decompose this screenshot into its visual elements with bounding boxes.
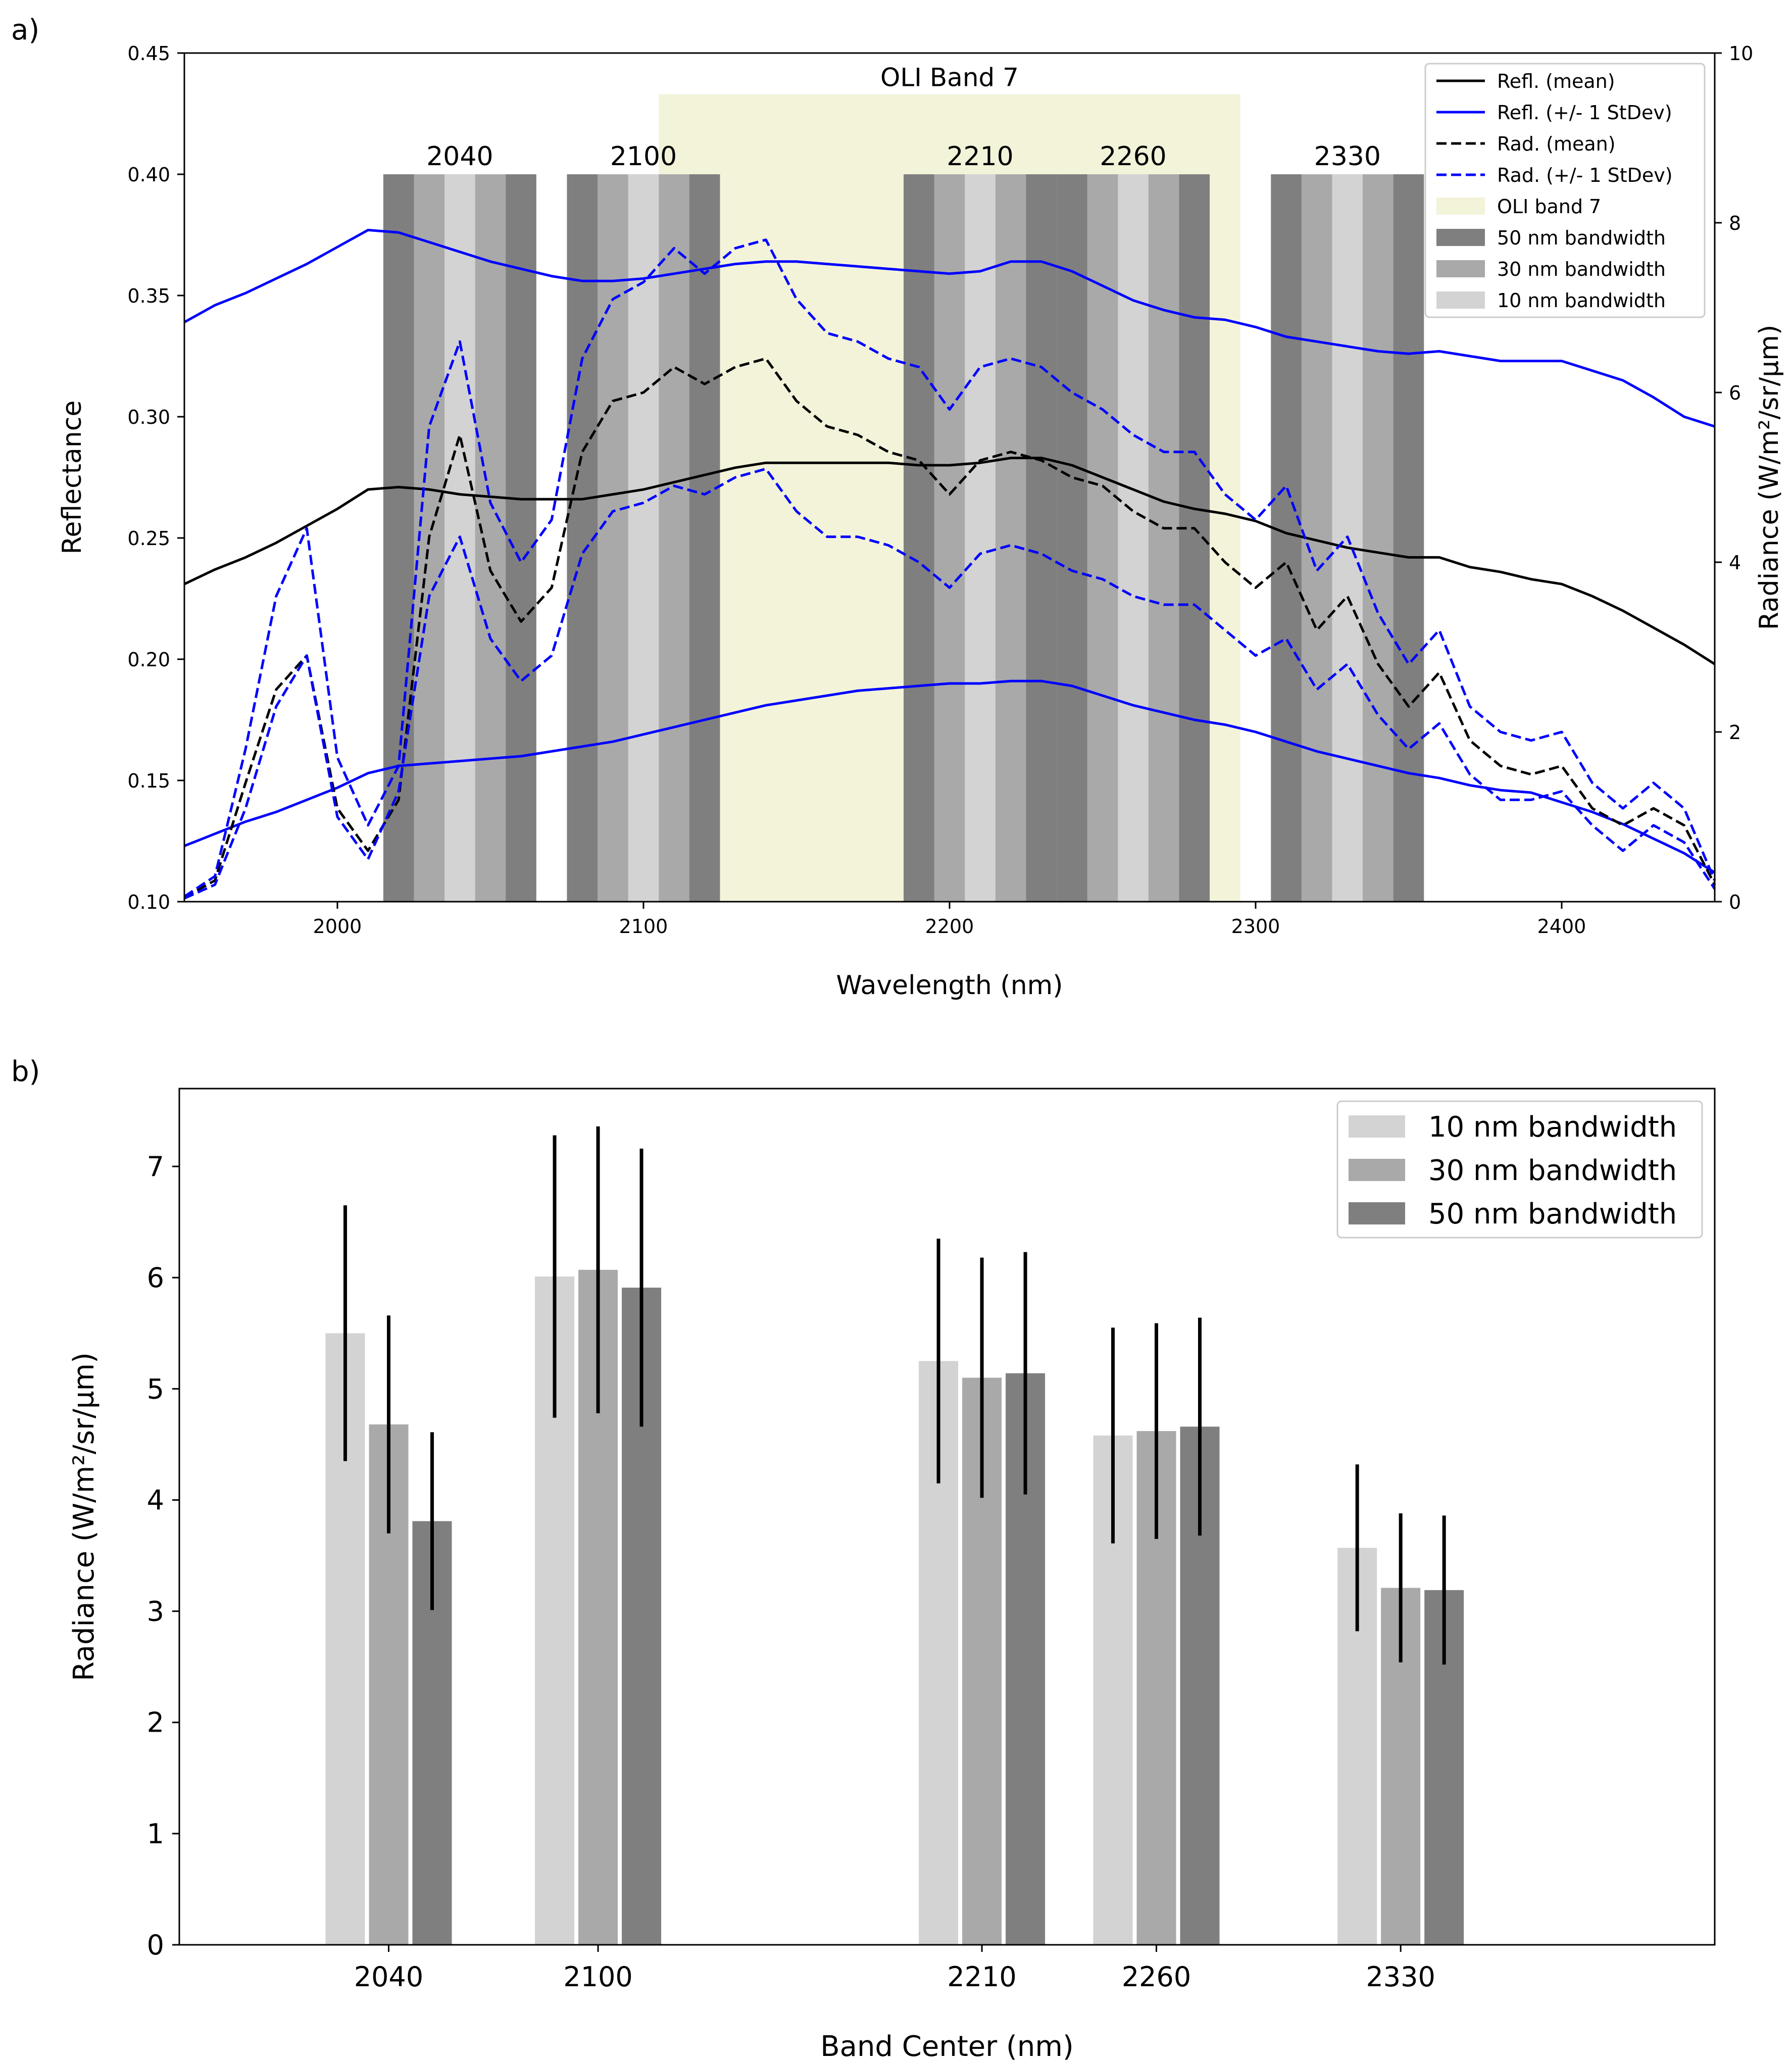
legend-entry-label: Refl. (+/- 1 StDev) [1497, 102, 1672, 124]
y-axis-label: Radiance (W/m²/sr/µm) [68, 1352, 101, 1681]
y-right-tick-label: 4 [1729, 552, 1741, 574]
panel-label-b: b) [11, 1055, 40, 1088]
y-right-tick-label: 0 [1729, 891, 1741, 913]
legend-entry-label: 10 nm bandwidth [1497, 289, 1666, 312]
y-left-tick-label: 0.15 [127, 770, 170, 792]
x-tick-label: 2330 [1366, 1961, 1435, 1993]
y-left-tick-label: 0.45 [127, 42, 170, 65]
legend-patch-swatch [1436, 260, 1485, 277]
band-center-label: 2100 [610, 141, 677, 172]
panel-label-a: a) [11, 14, 39, 46]
band-center-label: 2040 [426, 141, 493, 172]
y-tick-label: 3 [147, 1596, 164, 1628]
y-left-tick-label: 0.35 [127, 285, 170, 307]
legend-entry-label: 30 nm bandwidth [1497, 258, 1666, 280]
series-line-3 [183, 357, 1716, 899]
legend-patch-swatch [1436, 198, 1485, 215]
y-left-tick-label: 0.20 [127, 649, 170, 671]
y-right-tick-label: 8 [1729, 212, 1741, 234]
y-left-tick-label: 0.25 [127, 527, 170, 550]
legend-entry-label: 50 nm bandwidth [1428, 1198, 1677, 1231]
chart-b: 2040 2100 2210 2260 2330 0 1 2 3 4 5 6 7 Band Center … [68, 1088, 1716, 2062]
legend-patch-swatch [1349, 1202, 1405, 1224]
band-2210-10nm [965, 174, 995, 902]
y-right-axis-label: Radiance (W/m²/sr/µm) [1754, 325, 1784, 630]
y-left-tick-label: 0.30 [127, 406, 170, 428]
y-left-tick-label: 0.10 [127, 891, 170, 913]
series-line-0 [183, 457, 1716, 665]
y-tick-label: 7 [147, 1151, 164, 1183]
x-tick-label: 2260 [1122, 1961, 1191, 1993]
band-center-label: 2260 [1100, 141, 1166, 172]
y-tick-label: 2 [147, 1707, 164, 1739]
series-line-2 [184, 679, 1716, 874]
legend-patch-swatch [1349, 1115, 1405, 1138]
legend-patch-swatch [1436, 291, 1485, 309]
x-axis-label: Band Center (nm) [820, 2030, 1074, 2062]
legend-entry-label: 10 nm bandwidth [1428, 1111, 1677, 1144]
oli-band-label: OLI Band 7 [880, 63, 1019, 92]
y-tick-label: 4 [147, 1484, 164, 1516]
legend-entry-label: Rad. (+/- 1 StDev) [1497, 164, 1673, 186]
y-right-tick-label: 6 [1729, 382, 1741, 404]
legend-patch-swatch [1349, 1159, 1405, 1181]
legend-box [1424, 63, 1706, 318]
y-left-tick-label: 0.40 [127, 164, 170, 186]
x-tick-label: 2040 [354, 1961, 423, 1993]
series-line-1 [183, 228, 1715, 428]
y-tick-label: 0 [147, 1929, 164, 1961]
x-tick-label: 2200 [925, 915, 974, 938]
x-tick-label: 2100 [563, 1961, 632, 1993]
x-axis-label: Wavelength (nm) [836, 970, 1063, 1001]
x-tick-label: 2300 [1231, 915, 1280, 938]
y-right-tick-label: 10 [1729, 42, 1753, 65]
band-center-label: 2210 [947, 141, 1013, 172]
x-tick-label: 2400 [1537, 915, 1586, 938]
legend-entry-label: OLI band 7 [1497, 195, 1601, 218]
band-2260-10nm [1118, 174, 1149, 902]
x-tick-label: 2100 [619, 915, 668, 938]
y-tick-label: 6 [147, 1262, 164, 1294]
band-center-label: 2330 [1314, 141, 1381, 172]
y-tick-label: 1 [147, 1818, 164, 1850]
y-tick-label: 5 [147, 1373, 164, 1405]
band-2100-10nm [628, 174, 659, 902]
legend-patch-swatch [1436, 229, 1485, 246]
legend-entry-label: 50 nm bandwidth [1497, 227, 1666, 249]
plot-frame [178, 1088, 1716, 1946]
y-left-axis-label: Reflectance [57, 401, 87, 555]
x-tick-label: 2210 [947, 1961, 1016, 1993]
legend-box [1336, 1100, 1703, 1239]
legend-entry-label: Refl. (mean) [1497, 70, 1615, 92]
x-tick-label: 2000 [313, 915, 362, 938]
series-line-4 [183, 238, 1716, 898]
series-line-5 [183, 467, 1716, 900]
y-right-tick-label: 2 [1729, 721, 1741, 744]
legend-entry-label: Rad. (mean) [1497, 133, 1616, 155]
legend-entry-label: 30 nm bandwidth [1428, 1154, 1677, 1187]
